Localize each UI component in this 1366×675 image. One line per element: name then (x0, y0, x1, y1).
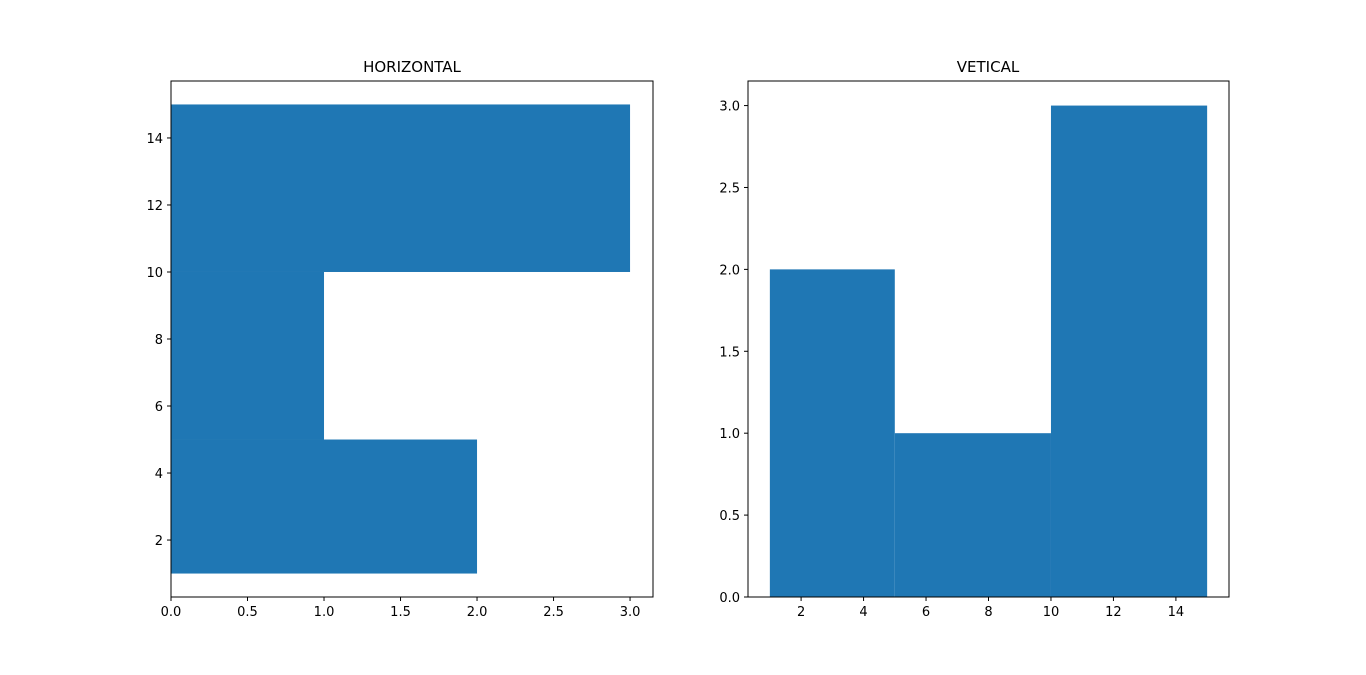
y-tick-label: 2 (155, 534, 163, 549)
x-tick-label: 1.5 (390, 605, 411, 620)
bar-3 (171, 104, 631, 272)
bar-3 (1050, 105, 1208, 598)
x-tick-label: 3.0 (620, 605, 641, 620)
y-tick-label: 0.5 (719, 509, 740, 524)
vertical-bar-chart: 2 4 6 8 10 12 14 0.0 0.5 1.0 1.5 2.0 2.5 3.0 VETICAL (719, 58, 1230, 620)
chart-title: HORIZONTAL (363, 58, 461, 76)
x-axis-ticks: 0.0 0.5 1.0 1.5 2.0 2.5 3.0 (161, 597, 641, 620)
y-axis-ticks: 0.0 0.5 1.0 1.5 2.0 2.5 3.0 (719, 100, 748, 606)
y-tick-label: 2.5 (719, 181, 740, 196)
chart-title: VETICAL (957, 58, 1020, 76)
bar-2 (894, 433, 1051, 597)
x-tick-label: 2.0 (467, 605, 488, 620)
y-tick-label: 8 (155, 333, 163, 348)
horizontal-bar-chart: 0.0 0.5 1.0 1.5 2.0 2.5 3.0 2 4 6 8 10 12 14 HORIZON… (146, 58, 654, 620)
x-tick-label: 10 (1043, 605, 1060, 620)
bar-2 (171, 271, 325, 440)
y-tick-label: 3.0 (719, 100, 740, 115)
bars-group (171, 104, 631, 574)
x-tick-label: 4 (859, 605, 867, 620)
y-tick-label: 1.5 (719, 345, 740, 360)
y-tick-label: 12 (146, 199, 163, 214)
bar-1 (769, 269, 895, 597)
bar-1 (171, 439, 478, 574)
y-tick-label: 10 (146, 266, 163, 281)
y-tick-label: 4 (155, 467, 163, 482)
y-tick-label: 14 (146, 132, 163, 147)
x-tick-label: 8 (984, 605, 992, 620)
x-axis-ticks: 2 4 6 8 10 12 14 (797, 597, 1184, 620)
bars-group (769, 105, 1208, 598)
y-tick-label: 6 (155, 400, 163, 415)
x-tick-label: 1.0 (314, 605, 335, 620)
x-tick-label: 14 (1168, 605, 1185, 620)
x-tick-label: 0.0 (161, 605, 182, 620)
x-tick-label: 2.5 (543, 605, 564, 620)
x-tick-label: 2 (797, 605, 805, 620)
x-tick-label: 12 (1105, 605, 1122, 620)
y-tick-label: 1.0 (719, 427, 740, 442)
x-tick-label: 0.5 (237, 605, 258, 620)
x-tick-label: 6 (922, 605, 930, 620)
y-tick-label: 0.0 (719, 591, 740, 606)
y-axis-ticks: 2 4 6 8 10 12 14 (146, 132, 171, 549)
y-tick-label: 2.0 (719, 263, 740, 278)
